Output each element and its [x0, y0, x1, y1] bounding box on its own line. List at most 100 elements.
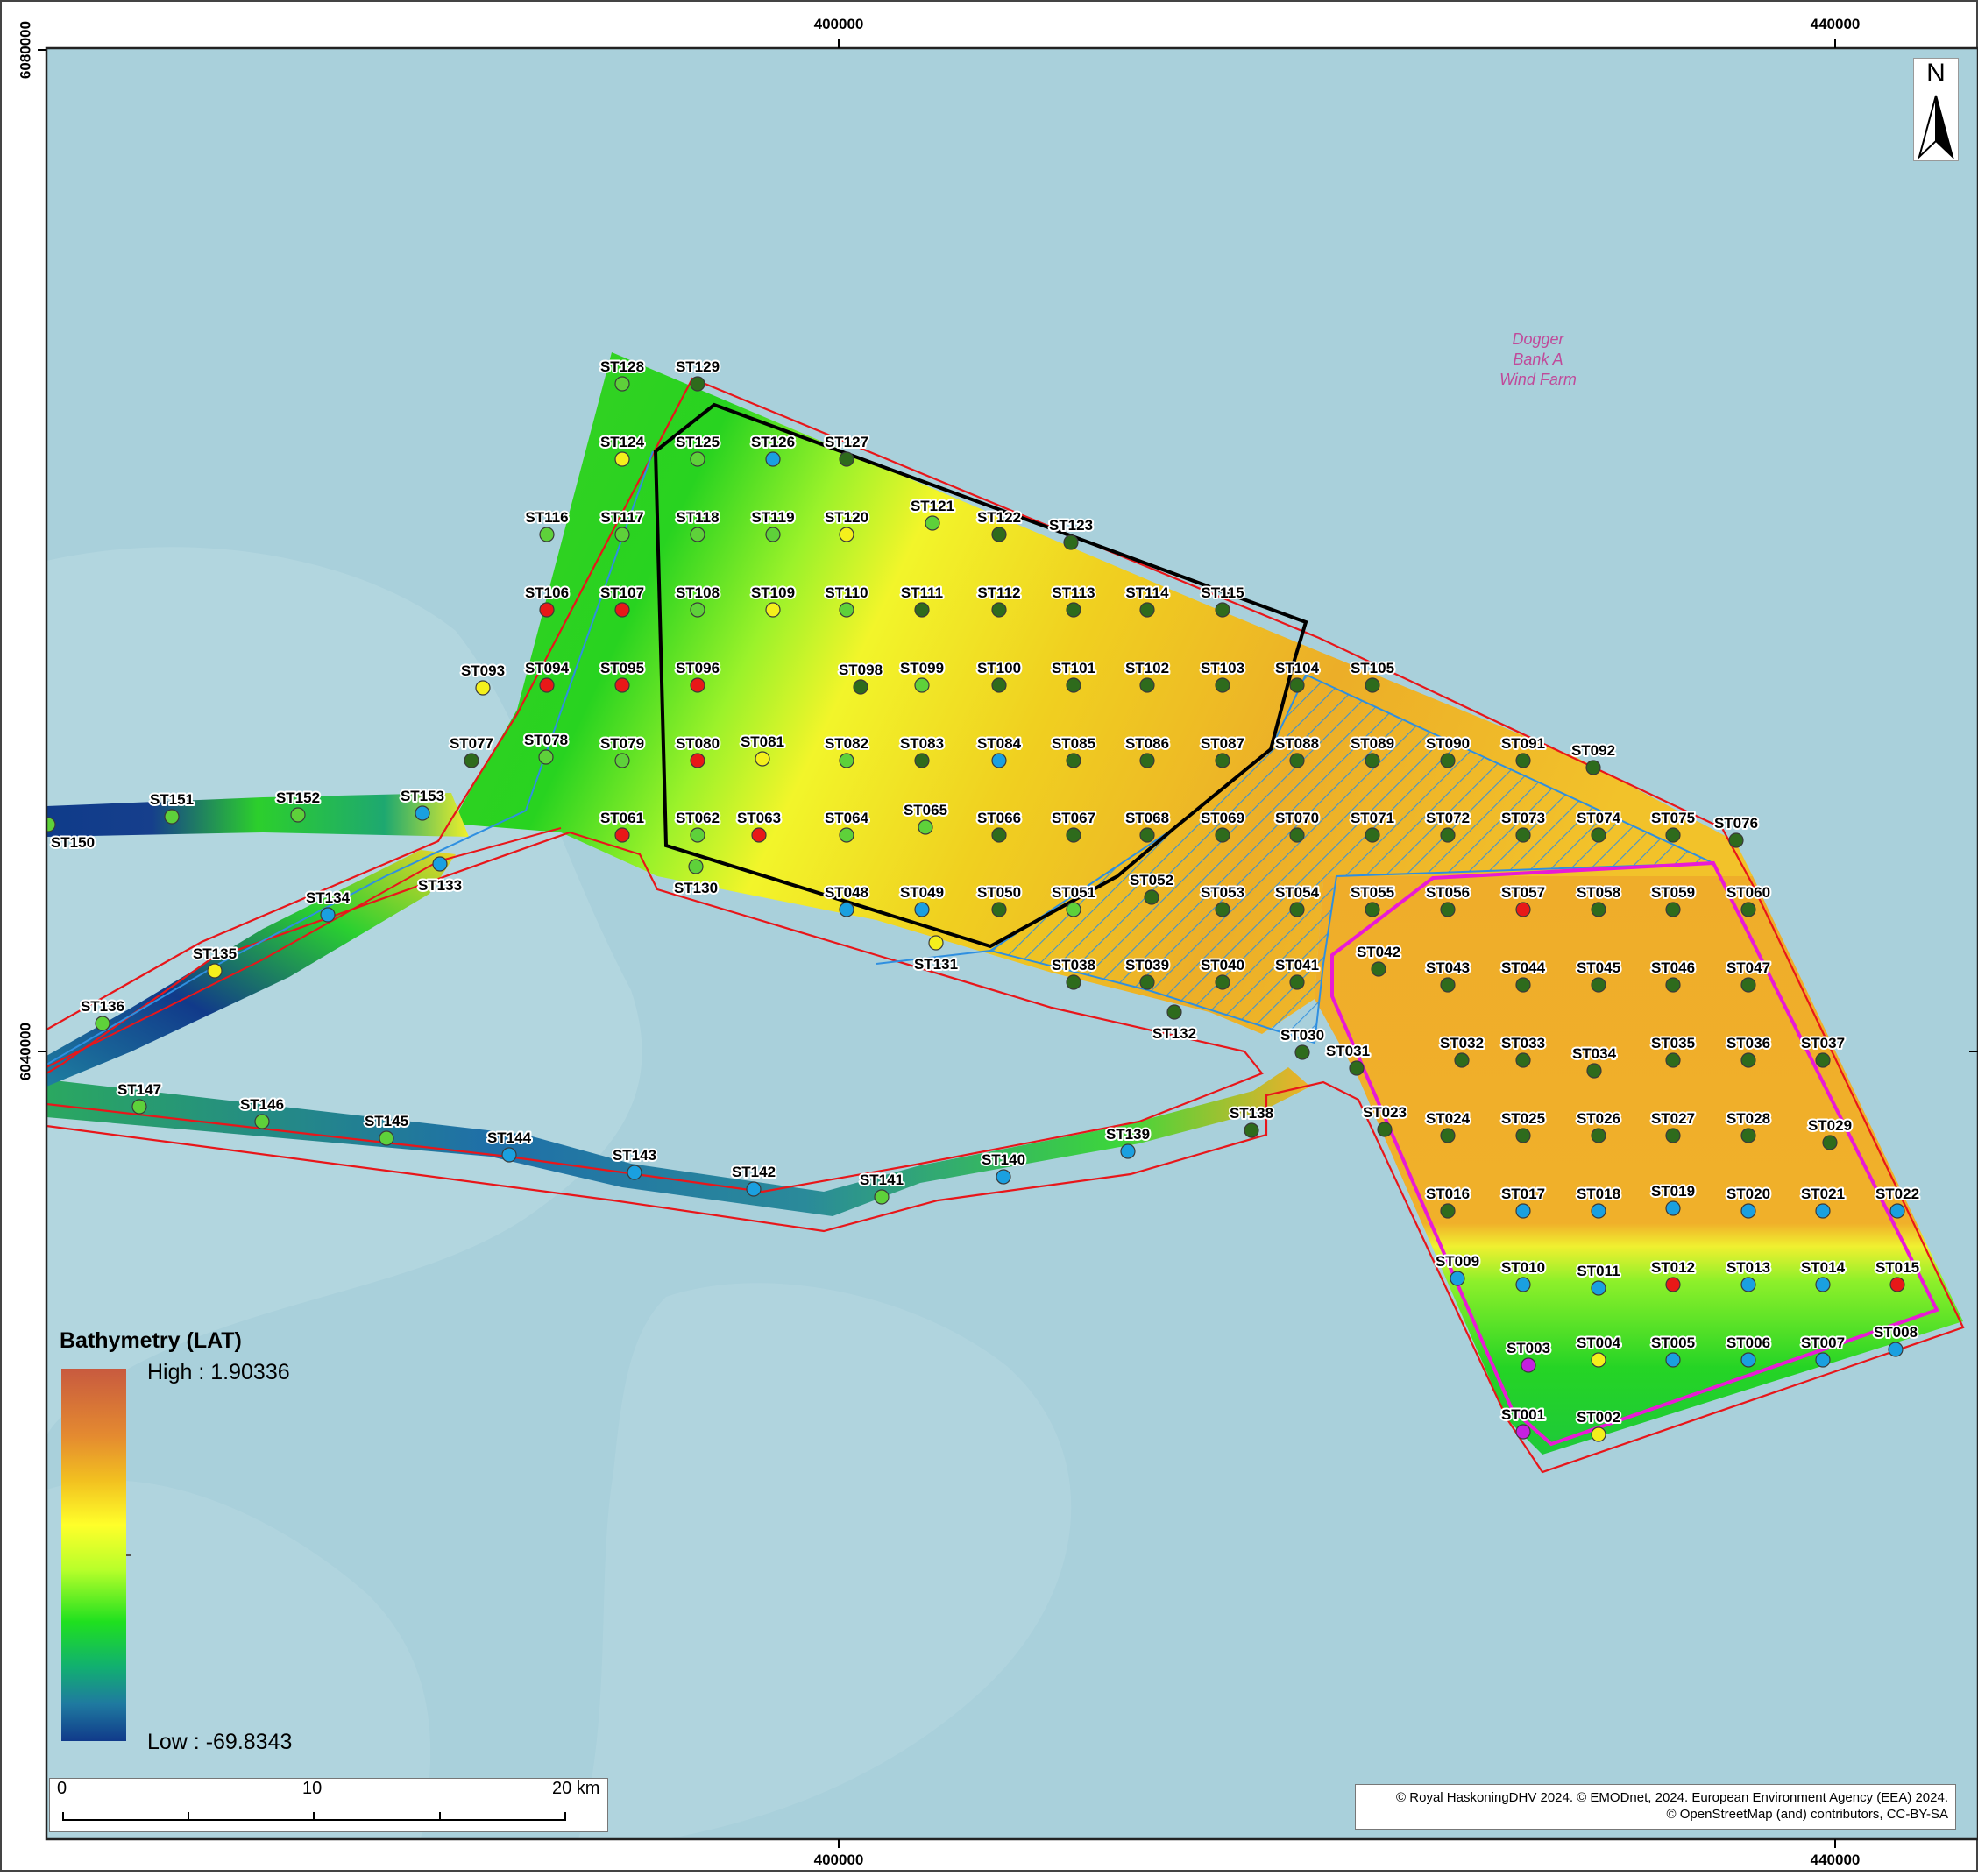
station-marker[interactable]	[839, 527, 854, 542]
station-marker[interactable]	[925, 515, 940, 531]
station-marker[interactable]	[1289, 677, 1305, 693]
station-marker[interactable]	[690, 753, 705, 768]
station-marker[interactable]	[539, 677, 555, 693]
station-marker[interactable]	[614, 827, 630, 843]
station-marker[interactable]	[164, 809, 180, 825]
station-marker[interactable]	[751, 827, 767, 843]
station-marker[interactable]	[1289, 753, 1305, 768]
station-marker[interactable]	[1515, 902, 1531, 917]
station-marker[interactable]	[1289, 974, 1305, 990]
station-marker[interactable]	[1454, 1052, 1470, 1068]
station-marker[interactable]	[1515, 1052, 1531, 1068]
station-marker[interactable]	[1440, 1203, 1456, 1219]
station-marker[interactable]	[1144, 889, 1159, 905]
station-marker[interactable]	[1139, 974, 1155, 990]
station-marker[interactable]	[1215, 827, 1230, 843]
station-marker[interactable]	[1066, 827, 1081, 843]
station-marker[interactable]	[1665, 1277, 1681, 1292]
station-marker[interactable]	[914, 602, 930, 618]
station-marker[interactable]	[1450, 1271, 1465, 1286]
station-marker[interactable]	[538, 749, 554, 765]
station-marker[interactable]	[991, 753, 1007, 768]
station-marker[interactable]	[874, 1189, 890, 1205]
station-marker[interactable]	[1440, 827, 1456, 843]
station-marker[interactable]	[1591, 1426, 1606, 1442]
station-marker[interactable]	[1139, 602, 1155, 618]
station-marker[interactable]	[1066, 677, 1081, 693]
station-marker[interactable]	[1815, 1203, 1831, 1219]
station-marker[interactable]	[839, 827, 854, 843]
station-marker[interactable]	[765, 527, 781, 542]
station-marker[interactable]	[1728, 832, 1744, 848]
station-marker[interactable]	[765, 602, 781, 618]
station-marker[interactable]	[1515, 1277, 1531, 1292]
station-marker[interactable]	[755, 751, 770, 767]
station-marker[interactable]	[688, 859, 704, 874]
station-marker[interactable]	[1665, 902, 1681, 917]
station-marker[interactable]	[839, 902, 854, 917]
station-marker[interactable]	[475, 680, 491, 696]
station-marker[interactable]	[1889, 1277, 1905, 1292]
station-marker[interactable]	[1365, 677, 1380, 693]
station-marker[interactable]	[1120, 1143, 1136, 1159]
station-marker[interactable]	[1371, 961, 1386, 977]
station-marker[interactable]	[1139, 827, 1155, 843]
station-marker[interactable]	[1365, 902, 1380, 917]
station-marker[interactable]	[996, 1169, 1011, 1185]
station-marker[interactable]	[320, 907, 336, 923]
station-marker[interactable]	[690, 376, 705, 392]
station-marker[interactable]	[1591, 1128, 1606, 1143]
station-marker[interactable]	[1294, 1044, 1310, 1060]
station-marker[interactable]	[1740, 902, 1756, 917]
station-marker[interactable]	[1665, 977, 1681, 993]
station-marker[interactable]	[1515, 827, 1531, 843]
station-marker[interactable]	[991, 527, 1007, 542]
station-marker[interactable]	[254, 1114, 270, 1129]
station-marker[interactable]	[614, 753, 630, 768]
station-marker[interactable]	[1440, 902, 1456, 917]
station-marker[interactable]	[627, 1165, 642, 1180]
station-marker[interactable]	[614, 376, 630, 392]
station-marker[interactable]	[1591, 1203, 1606, 1219]
station-marker[interactable]	[1215, 753, 1230, 768]
station-marker[interactable]	[614, 451, 630, 467]
station-marker[interactable]	[1740, 1128, 1756, 1143]
station-marker[interactable]	[1440, 1128, 1456, 1143]
station-marker[interactable]	[1139, 753, 1155, 768]
station-marker[interactable]	[914, 753, 930, 768]
station-marker[interactable]	[95, 1016, 110, 1031]
station-marker[interactable]	[1215, 602, 1230, 618]
station-marker[interactable]	[1815, 1052, 1831, 1068]
station-marker[interactable]	[690, 827, 705, 843]
station-marker[interactable]	[1740, 977, 1756, 993]
station-marker[interactable]	[1585, 760, 1601, 775]
station-marker[interactable]	[379, 1130, 394, 1146]
station-marker[interactable]	[1066, 753, 1081, 768]
station-marker[interactable]	[539, 527, 555, 542]
station-marker[interactable]	[1591, 1352, 1606, 1368]
station-marker[interactable]	[1515, 753, 1531, 768]
station-marker[interactable]	[501, 1147, 517, 1163]
station-marker[interactable]	[1515, 1203, 1531, 1219]
station-marker[interactable]	[1289, 827, 1305, 843]
station-marker[interactable]	[928, 935, 944, 951]
station-marker[interactable]	[839, 451, 854, 467]
station-marker[interactable]	[690, 527, 705, 542]
station-marker[interactable]	[1066, 602, 1081, 618]
station-marker[interactable]	[991, 602, 1007, 618]
station-marker[interactable]	[1515, 1424, 1531, 1440]
station-marker[interactable]	[614, 602, 630, 618]
station-marker[interactable]	[1665, 1352, 1681, 1368]
station-marker[interactable]	[1440, 977, 1456, 993]
station-marker[interactable]	[1815, 1277, 1831, 1292]
station-marker[interactable]	[1215, 677, 1230, 693]
station-marker[interactable]	[690, 451, 705, 467]
station-marker[interactable]	[1215, 974, 1230, 990]
station-marker[interactable]	[1066, 902, 1081, 917]
station-marker[interactable]	[1244, 1122, 1259, 1138]
station-marker[interactable]	[1377, 1122, 1393, 1137]
station-marker[interactable]	[41, 817, 56, 832]
station-marker[interactable]	[690, 677, 705, 693]
station-marker[interactable]	[991, 902, 1007, 917]
